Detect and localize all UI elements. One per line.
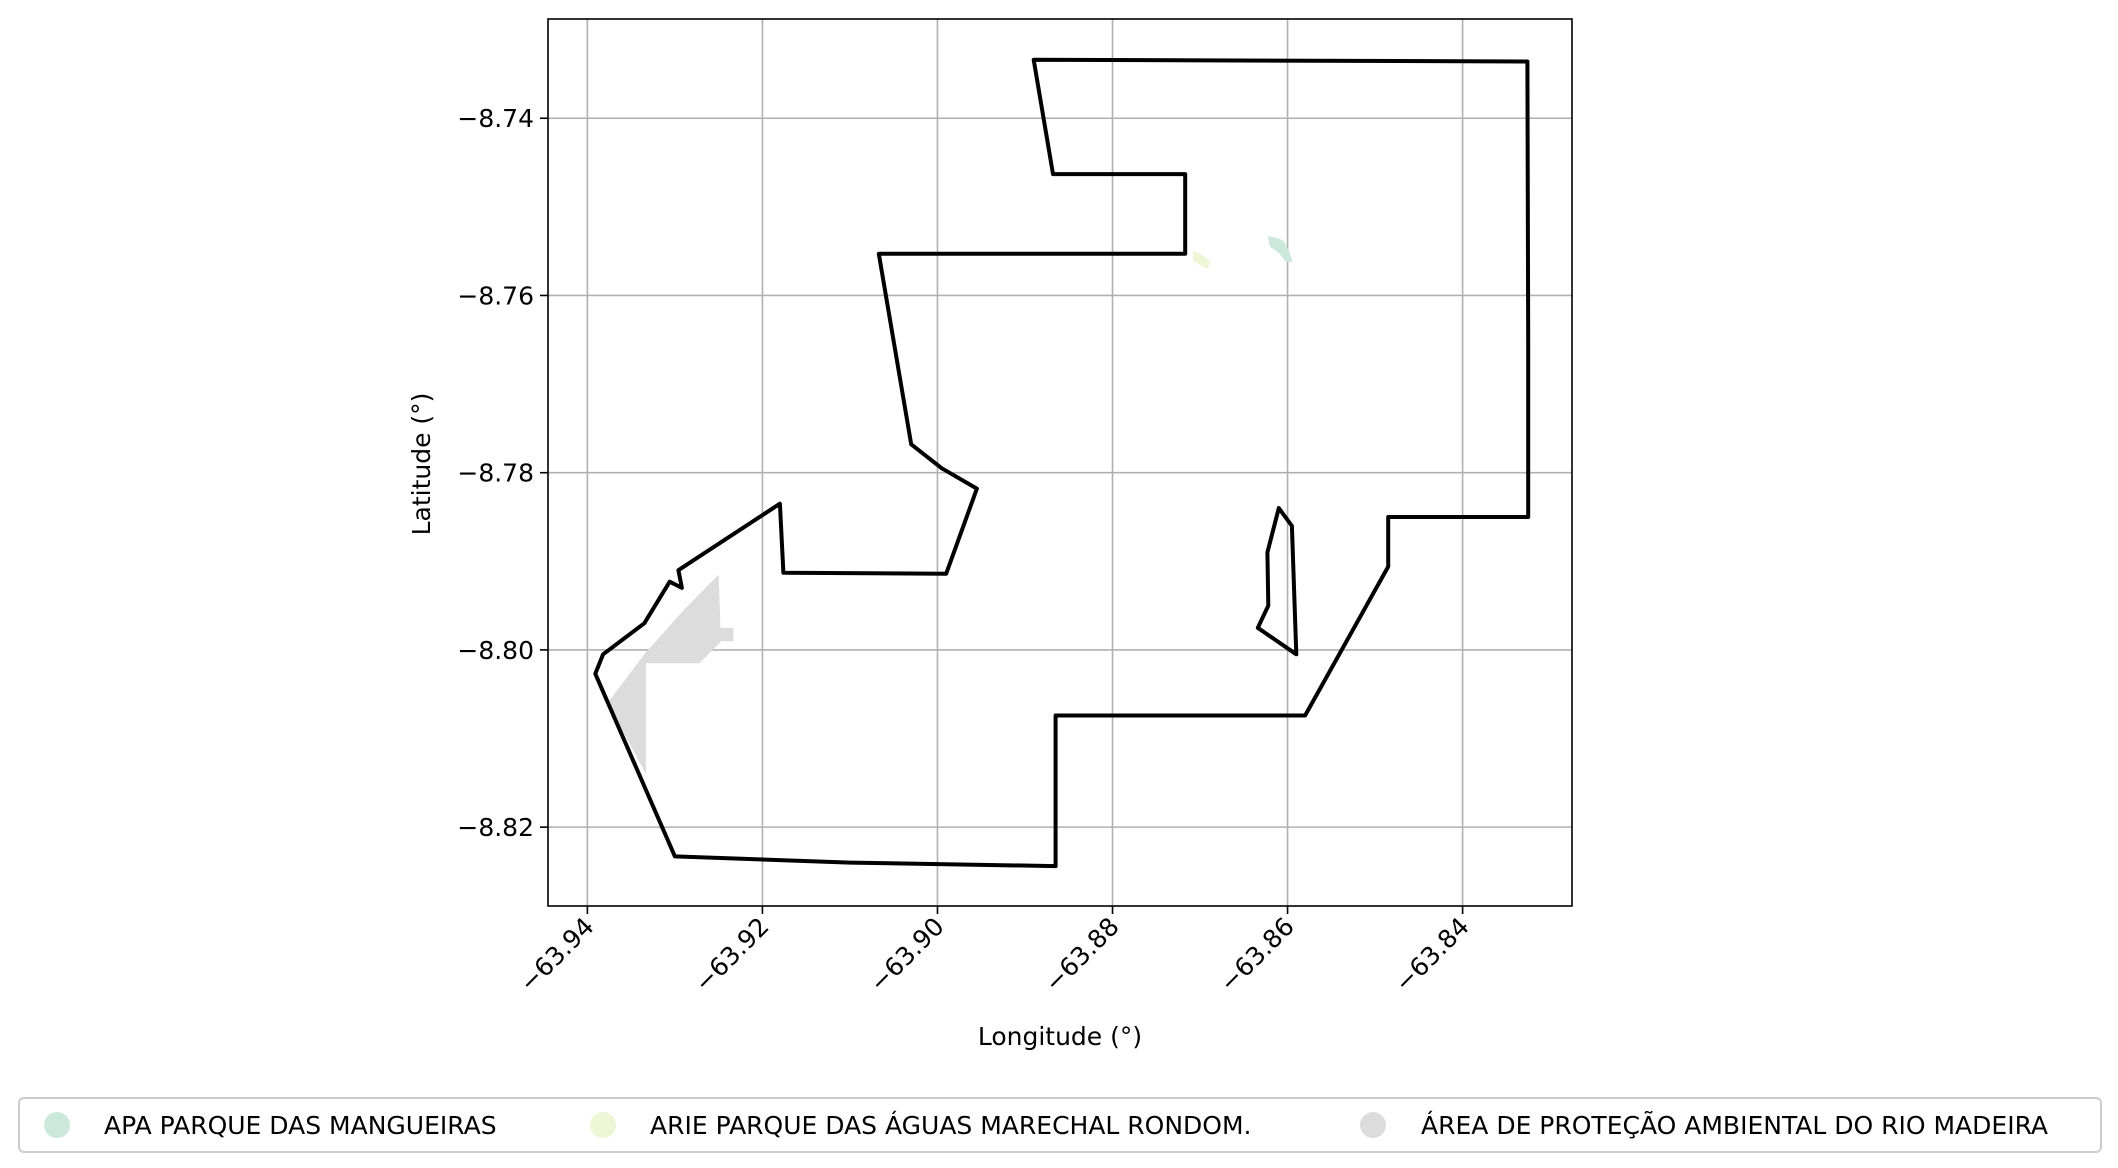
legend-frame (18, 1097, 2102, 1153)
y-axis-ticks: −8.74 −8.76 −8.78 −8.80 −8.82 (457, 104, 548, 842)
protected-areas (607, 236, 1293, 774)
legend-label-area-protecao-rio-madeira: ÁREA DE PROTEÇÃO AMBIENTAL DO RIO MADEIR… (1421, 1110, 2048, 1140)
legend-marker-apa-parque-das-mangueiras (44, 1112, 70, 1138)
boundary-outline (593, 57, 1531, 869)
plot-frame (547, 18, 1573, 907)
protected-area-polygon-0 (1267, 236, 1293, 262)
legend-marker-area-protecao-rio-madeira (1360, 1112, 1386, 1138)
y-tick-label: −8.78 (457, 459, 534, 488)
legend-marker-arie-parque-das-aguas (590, 1112, 616, 1138)
y-axis-label: Latitude (°) (407, 393, 436, 536)
y-tick-label: −8.82 (457, 813, 534, 842)
legend-label-arie-parque-das-aguas: ARIE PARQUE DAS ÁGUAS MARECHAL RONDOM. (650, 1111, 1252, 1140)
x-axis-label: Longitude (°) (978, 1022, 1142, 1051)
protected-area-polygon-2 (607, 574, 734, 774)
legend-label-apa-parque-das-mangueiras: APA PARQUE DAS MANGUEIRAS (104, 1111, 497, 1140)
y-tick-label: −8.80 (457, 636, 534, 665)
y-tick-label: −8.74 (457, 104, 534, 133)
protected-area-polygon-1 (1193, 250, 1211, 269)
municipal-boundary (593, 57, 1531, 869)
boundary-outline (1255, 506, 1299, 657)
legend: APA PARQUE DAS MANGUEIRAS ARIE PARQUE DA… (18, 1097, 2102, 1153)
y-tick-label: −8.76 (457, 281, 534, 310)
